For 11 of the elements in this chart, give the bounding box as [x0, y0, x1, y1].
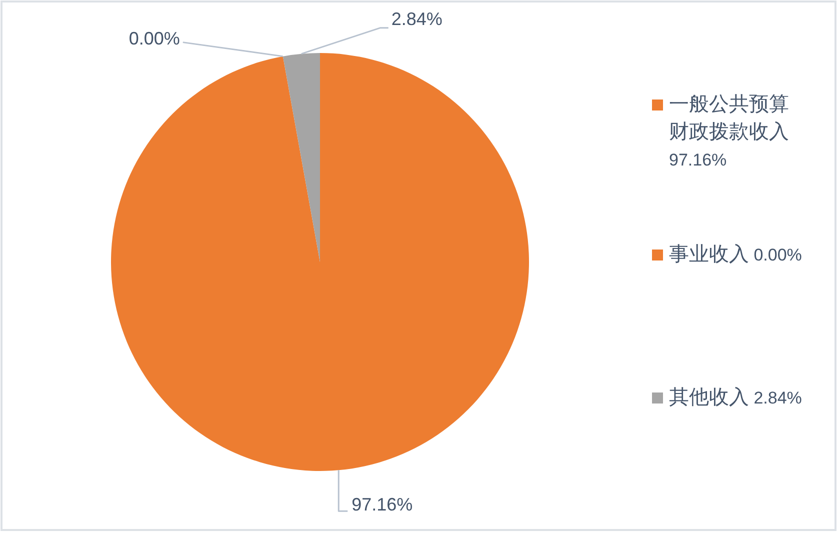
text: 97.16% — [669, 150, 727, 170]
pie-slice — [111, 53, 529, 471]
data-label: 97.16% — [352, 494, 413, 514]
legend-label: 其他收入 — [669, 386, 749, 409]
legend-label: 事业收入 — [669, 244, 749, 266]
data-label: 2.84% — [391, 9, 442, 30]
text: 0.00% — [754, 246, 802, 265]
legend-label: 一般公共预算财政拨款收入 — [669, 94, 789, 144]
pie-slice — [282, 53, 320, 262]
text: 2.84% — [754, 388, 802, 408]
text: 0.00% — [128, 28, 180, 49]
